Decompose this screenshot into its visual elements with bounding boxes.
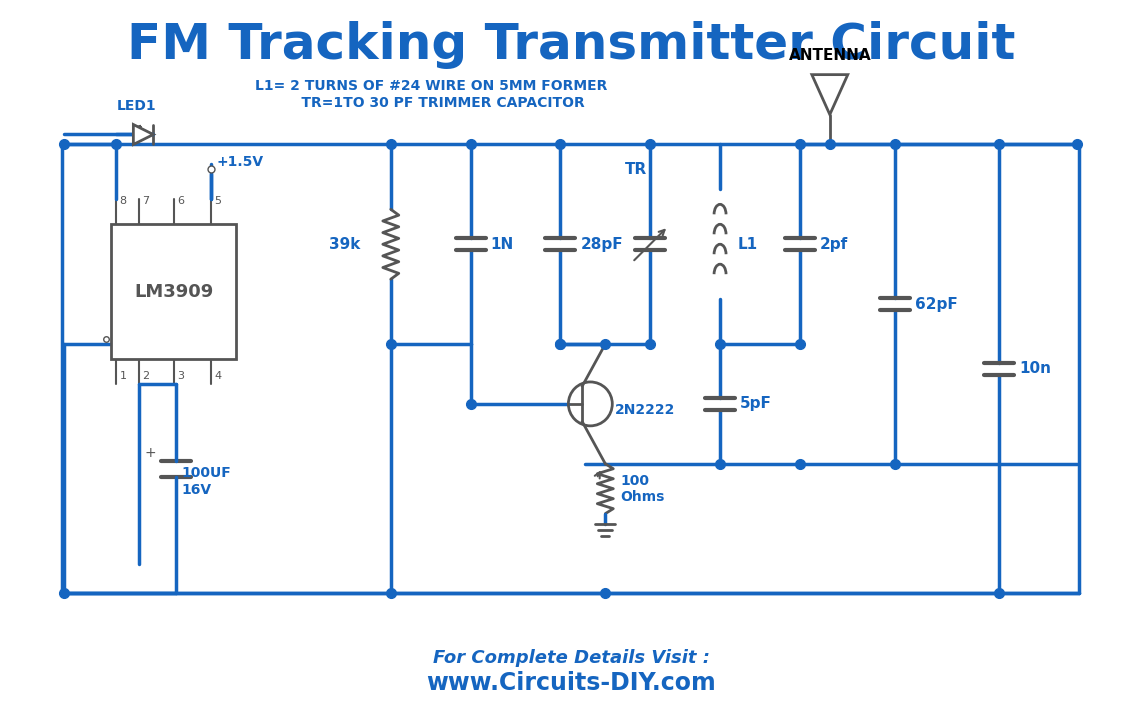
Text: 2: 2 bbox=[143, 371, 150, 381]
Text: For Complete Details Visit :: For Complete Details Visit : bbox=[433, 649, 710, 668]
Text: 2pf: 2pf bbox=[820, 237, 848, 252]
Text: TR: TR bbox=[625, 162, 648, 177]
Text: L1: L1 bbox=[738, 237, 758, 252]
Text: 8: 8 bbox=[119, 196, 127, 206]
Text: 5pF: 5pF bbox=[740, 396, 772, 411]
Text: +: + bbox=[145, 446, 157, 460]
Text: +1.5V: +1.5V bbox=[216, 156, 263, 169]
Text: www.Circuits-DIY.com: www.Circuits-DIY.com bbox=[426, 671, 717, 695]
Polygon shape bbox=[134, 124, 153, 144]
Text: 2N2222: 2N2222 bbox=[615, 403, 676, 417]
Polygon shape bbox=[812, 75, 848, 114]
Text: 100
Ohms: 100 Ohms bbox=[621, 473, 664, 504]
Text: FM Tracking Transmitter Circuit: FM Tracking Transmitter Circuit bbox=[127, 21, 1016, 69]
Text: 5: 5 bbox=[214, 196, 222, 206]
Text: 6: 6 bbox=[177, 196, 184, 206]
Text: 62pF: 62pF bbox=[914, 296, 958, 311]
Text: L1= 2 TURNS OF #24 WIRE ON 5MM FORMER
     TR=1TO 30 PF TRIMMER CAPACITOR: L1= 2 TURNS OF #24 WIRE ON 5MM FORMER TR… bbox=[255, 79, 607, 110]
Text: 10n: 10n bbox=[1020, 361, 1052, 376]
Text: 3: 3 bbox=[177, 371, 184, 381]
Text: ANTENNA: ANTENNA bbox=[789, 48, 871, 63]
Text: 1N: 1N bbox=[490, 237, 514, 252]
Text: 4: 4 bbox=[214, 371, 222, 381]
Text: 100UF
16V: 100UF 16V bbox=[182, 466, 231, 497]
Text: 1: 1 bbox=[119, 371, 127, 381]
Text: 7: 7 bbox=[143, 196, 150, 206]
FancyBboxPatch shape bbox=[111, 224, 237, 359]
Text: 28pF: 28pF bbox=[581, 237, 623, 252]
Text: LM3909: LM3909 bbox=[134, 283, 214, 301]
Text: LED1: LED1 bbox=[117, 99, 157, 113]
Text: 39k: 39k bbox=[329, 237, 361, 252]
